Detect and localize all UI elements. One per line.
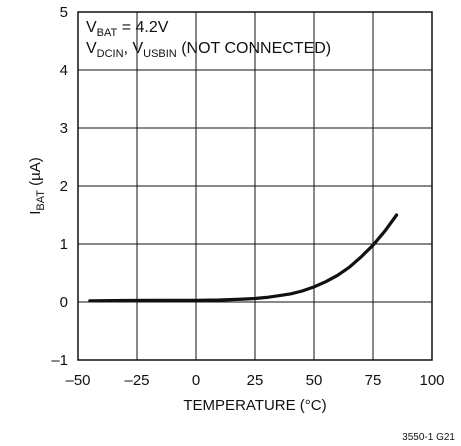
x-tick-label: 100 [419, 372, 444, 389]
y-tick-label: 1 [60, 236, 68, 253]
annotation-vdcin-vusbin: VDCIN, VUSBIN (NOT CONNECTED) [86, 40, 331, 60]
y-tick-labels: –1 0 1 2 3 4 5 [51, 4, 68, 369]
x-tick-label: 0 [192, 372, 200, 389]
y-tick-label: 4 [60, 62, 68, 79]
y-tick-label: 2 [60, 178, 68, 195]
y-tick-label: –1 [51, 352, 68, 369]
x-tick-label: –25 [124, 372, 149, 389]
y-tick-label: 5 [60, 4, 68, 21]
x-tick-label: 25 [247, 372, 264, 389]
x-axis-label: TEMPERATURE (°C) [183, 397, 326, 414]
annotation-vbat: VBAT = 4.2V [86, 19, 169, 39]
plot-frame [77, 11, 433, 361]
x-tick-labels: –50 –25 0 25 50 75 100 [65, 372, 444, 389]
series-line [88, 213, 399, 303]
y-axis-label: IBAT (µA) [27, 157, 47, 215]
y-tick-label: 3 [60, 120, 68, 137]
x-tick-label: 75 [365, 372, 382, 389]
figure-id: 3550-1 G21 [402, 432, 455, 443]
x-tick-label: –50 [65, 372, 90, 389]
grid [78, 12, 432, 360]
x-tick-label: 50 [306, 372, 323, 389]
y-tick-label: 0 [60, 294, 68, 311]
